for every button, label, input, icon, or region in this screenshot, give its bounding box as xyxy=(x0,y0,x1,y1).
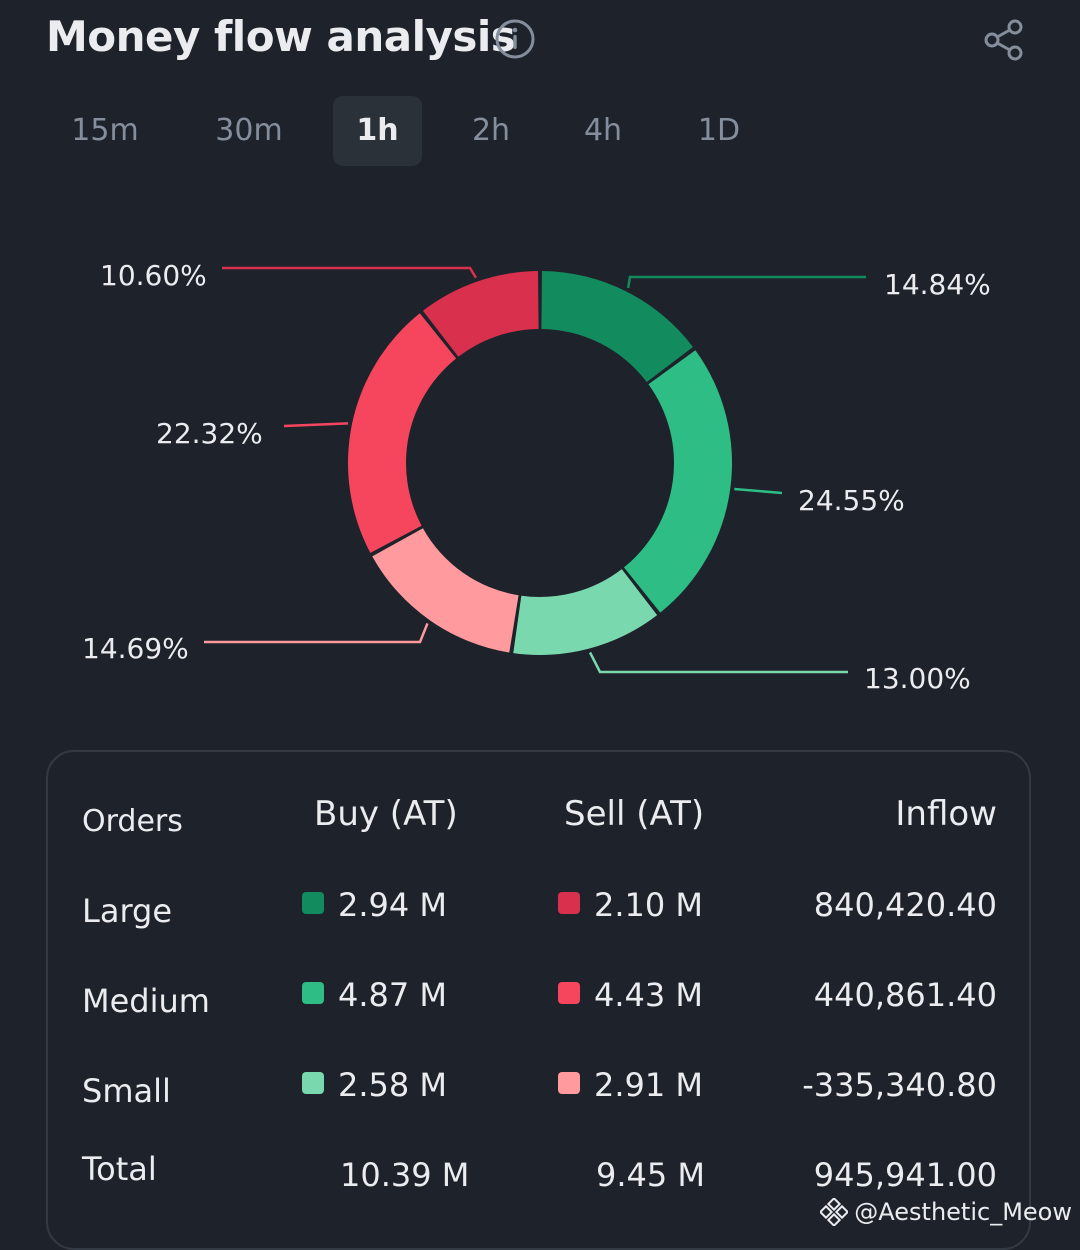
slice-small-sell[interactable] xyxy=(372,528,519,653)
header: Money flow analysis xyxy=(46,6,1036,66)
donut-svg xyxy=(204,266,866,674)
share-icon[interactable] xyxy=(982,18,1026,62)
slice-small-buy[interactable] xyxy=(513,569,658,655)
leader-line-large-buy xyxy=(626,275,866,289)
row-label-total: Total xyxy=(82,1150,157,1188)
header-orders: Orders xyxy=(82,804,183,839)
slice-large-sell[interactable] xyxy=(422,271,539,357)
small-sell-swatch xyxy=(558,1072,580,1094)
header-buy: Buy (AT) xyxy=(314,794,458,834)
tab-15m[interactable]: 15m xyxy=(71,113,139,148)
large-buy-value: 2.94 M xyxy=(338,886,448,924)
large-inflow: 840,420.40 xyxy=(813,886,997,924)
orders-table: Orders Buy (AT) Sell (AT) Inflow Large 2… xyxy=(46,750,1031,1250)
row-label-large: Large xyxy=(82,892,173,930)
slice-label-large-buy: 14.84% xyxy=(884,268,991,301)
timeframe-tabs: 15m 30m 1h 2h 4h 1D xyxy=(46,96,806,166)
leader-line-medium-buy xyxy=(734,487,783,495)
header-sell: Sell (AT) xyxy=(564,794,705,834)
small-sell-value: 2.91 M xyxy=(594,1066,704,1104)
large-buy-swatch xyxy=(302,892,324,914)
slice-label-medium-buy: 24.55% xyxy=(798,484,905,517)
leader-line-large-sell xyxy=(222,266,477,279)
small-inflow: -335,340.80 xyxy=(802,1066,997,1104)
slice-label-small-sell: 14.69% xyxy=(82,632,189,665)
slice-large-buy[interactable] xyxy=(541,271,693,383)
large-buy-cell: 2.94 M xyxy=(302,886,447,924)
large-sell-swatch xyxy=(558,892,580,914)
leader-line-small-buy xyxy=(588,651,848,674)
header-inflow: Inflow xyxy=(895,794,997,834)
large-sell-cell: 2.10 M xyxy=(558,886,703,924)
medium-buy-swatch xyxy=(302,982,324,1004)
tab-2h[interactable]: 2h xyxy=(471,113,511,148)
small-sell-cell: 2.91 M xyxy=(558,1066,703,1104)
medium-sell-cell: 4.43 M xyxy=(558,976,703,1014)
row-label-small: Small xyxy=(82,1072,171,1110)
medium-buy-cell: 4.87 M xyxy=(302,976,447,1014)
total-sell: 9.45 M xyxy=(596,1156,706,1194)
medium-buy-value: 4.87 M xyxy=(338,976,448,1014)
small-buy-swatch xyxy=(302,1072,324,1094)
leader-line-small-sell xyxy=(204,622,429,644)
slice-medium-buy[interactable] xyxy=(623,350,733,613)
medium-sell-swatch xyxy=(558,982,580,1004)
total-inflow: 945,941.00 xyxy=(813,1156,997,1194)
tab-30m[interactable]: 30m xyxy=(215,113,283,148)
small-buy-value: 2.58 M xyxy=(338,1066,448,1104)
row-label-medium: Medium xyxy=(82,982,210,1020)
slice-medium-sell[interactable] xyxy=(348,313,457,553)
slice-label-medium-sell: 22.32% xyxy=(156,417,263,450)
binance-logo-icon xyxy=(820,1198,849,1226)
watermark: @Aesthetic_Meow xyxy=(820,1198,1072,1226)
tab-1D[interactable]: 1D xyxy=(697,113,741,148)
slice-label-large-sell: 10.60% xyxy=(100,259,207,292)
tab-4h[interactable]: 4h xyxy=(583,113,623,148)
large-sell-value: 2.10 M xyxy=(594,886,704,924)
info-icon[interactable] xyxy=(494,18,536,60)
small-buy-cell: 2.58 M xyxy=(302,1066,447,1104)
slice-label-small-buy: 13.00% xyxy=(864,662,971,695)
medium-inflow: 440,861.40 xyxy=(813,976,997,1014)
leader-line-medium-sell xyxy=(283,422,349,428)
medium-sell-value: 4.43 M xyxy=(594,976,704,1014)
watermark-text: @Aesthetic_Meow xyxy=(854,1198,1072,1226)
page-title: Money flow analysis xyxy=(46,12,516,61)
tab-1h[interactable]: 1h xyxy=(333,96,422,166)
total-buy: 10.39 M xyxy=(340,1156,470,1194)
money-flow-donut-chart: 14.84% 24.55% 13.00% 14.69% 22.32% 10.60… xyxy=(0,230,1080,710)
